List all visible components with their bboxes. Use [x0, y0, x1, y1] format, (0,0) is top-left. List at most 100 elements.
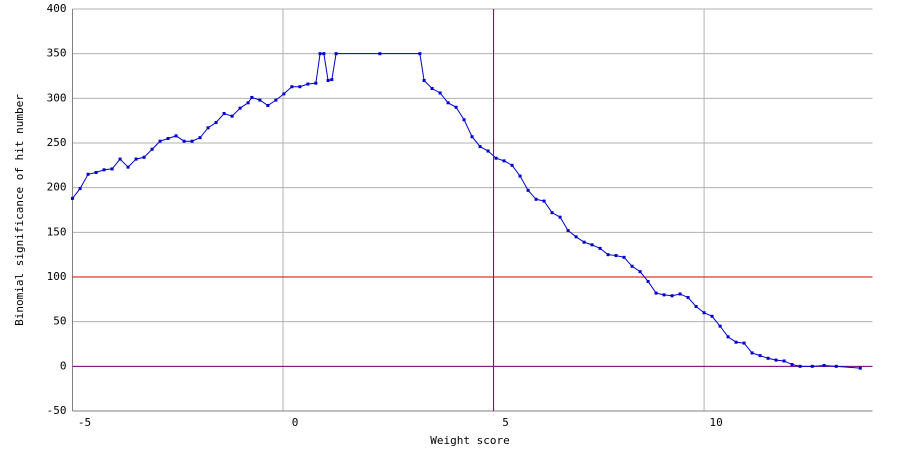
data-point [454, 105, 458, 109]
data-point [630, 264, 634, 268]
data-point [590, 243, 594, 247]
data-point [646, 279, 650, 283]
y-tick-label: -50 [47, 404, 67, 417]
data-point [334, 52, 338, 56]
data-point [654, 291, 658, 295]
y-tick-label: 200 [47, 181, 67, 194]
data-point [542, 199, 546, 203]
x-axis-label: Weight score [430, 434, 509, 447]
data-point [438, 91, 442, 95]
data-point [510, 163, 514, 167]
data-point [598, 246, 602, 250]
data-point [638, 270, 642, 274]
data-point [614, 254, 618, 258]
data-point [158, 139, 162, 143]
data-point [494, 156, 498, 160]
data-point [558, 215, 562, 219]
data-point [174, 134, 178, 138]
data-point [322, 52, 326, 56]
data-point [318, 52, 322, 56]
data-point [94, 170, 98, 174]
data-point [462, 118, 466, 122]
data-point [134, 157, 138, 161]
data-point [782, 359, 786, 363]
y-tick-label: 250 [47, 136, 67, 149]
data-point [758, 354, 762, 358]
data-point [774, 358, 778, 362]
data-point [742, 341, 746, 345]
data-point [718, 324, 722, 328]
data-point [478, 145, 482, 149]
data-point [670, 294, 674, 298]
data-point [274, 98, 278, 102]
data-point [314, 81, 318, 85]
data-point [326, 78, 330, 82]
y-tick-label: 50 [53, 315, 66, 328]
data-point [78, 187, 82, 191]
data-point [86, 172, 90, 176]
data-point [142, 155, 146, 159]
y-axis-label: Binomial significance of hit number [13, 94, 26, 326]
data-point [126, 165, 130, 169]
data-point [766, 356, 770, 360]
data-point [710, 314, 714, 318]
data-point [502, 159, 506, 163]
data-point [306, 82, 310, 86]
data-point [534, 197, 538, 201]
data-point [606, 253, 610, 257]
data-point [678, 292, 682, 296]
data-point [250, 95, 254, 99]
data-point [566, 229, 570, 233]
data-point [518, 174, 522, 178]
data-point [550, 211, 554, 215]
data-point [298, 85, 302, 89]
data-point [258, 98, 262, 102]
data-point [822, 363, 826, 367]
data-point [282, 92, 286, 96]
data-point [118, 157, 122, 161]
x-tick-label: 5 [502, 416, 509, 429]
data-point [166, 137, 170, 141]
data-point [858, 366, 862, 370]
data-point [198, 136, 202, 140]
data-point [526, 188, 530, 192]
data-point [190, 139, 194, 143]
y-tick-label: 150 [47, 225, 67, 238]
data-point [238, 106, 242, 110]
data-point [798, 364, 802, 368]
data-point [230, 114, 234, 118]
x-tick-label: 10 [709, 416, 722, 429]
y-tick-label: 100 [47, 270, 67, 283]
data-point [446, 101, 450, 105]
data-point [330, 78, 334, 82]
data-point [71, 196, 74, 200]
data-point [418, 52, 422, 56]
data-point [470, 135, 474, 139]
data-point [790, 363, 794, 367]
data-point [486, 149, 490, 153]
data-point [810, 364, 814, 368]
data-point [290, 85, 294, 89]
y-tick-label: 300 [47, 91, 67, 104]
data-line [72, 53, 861, 369]
x-tick-label: -5 [78, 416, 91, 429]
data-point [750, 351, 754, 355]
data-point [702, 311, 706, 315]
data-point [150, 147, 154, 151]
data-point [110, 167, 114, 171]
data-point [430, 87, 434, 91]
data-point [834, 364, 838, 368]
data-point [734, 340, 738, 344]
data-point [246, 101, 250, 105]
y-tick-label: 0 [60, 359, 67, 372]
data-point [206, 126, 210, 130]
data-point [266, 103, 270, 107]
data-point [378, 52, 382, 56]
data-point [182, 139, 186, 143]
data-point [574, 235, 578, 239]
data-point [222, 112, 226, 116]
y-tick-label: 350 [47, 47, 67, 60]
data-point [622, 255, 626, 259]
data-point [726, 335, 730, 339]
